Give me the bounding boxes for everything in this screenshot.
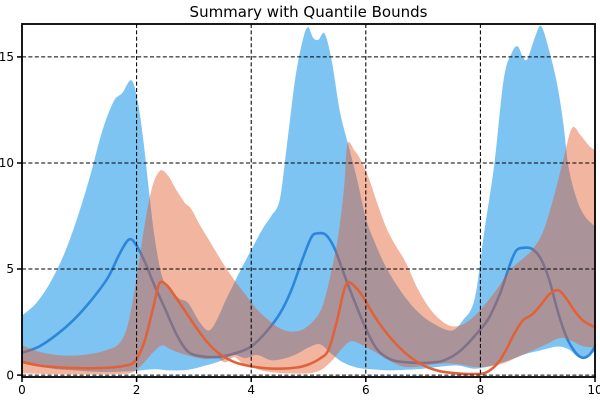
series-2-orange-median-line (22, 280, 595, 376)
y-tick-label: 5 (6, 262, 14, 276)
x-tick-label: 2 (133, 383, 141, 397)
x-tick-label: 4 (247, 383, 255, 397)
series-2-orange-quantile-band (22, 126, 595, 375)
x-tick-label: 6 (362, 383, 370, 397)
x-tick-label: 10 (587, 383, 600, 397)
plot-area: 0 2 4 6 8 10 0 5 10 15 (0, 23, 600, 397)
series-1-blue-median-line (22, 231, 595, 365)
x-tick-label: 0 (18, 383, 26, 397)
y-tick-label: 10 (0, 156, 14, 170)
chart-title: Summary with Quantile Bounds (190, 3, 428, 21)
y-tick-label: 0 (6, 368, 14, 382)
x-tick-label: 8 (477, 383, 485, 397)
plot-border (21, 23, 596, 378)
y-tick-label: 15 (0, 50, 14, 64)
